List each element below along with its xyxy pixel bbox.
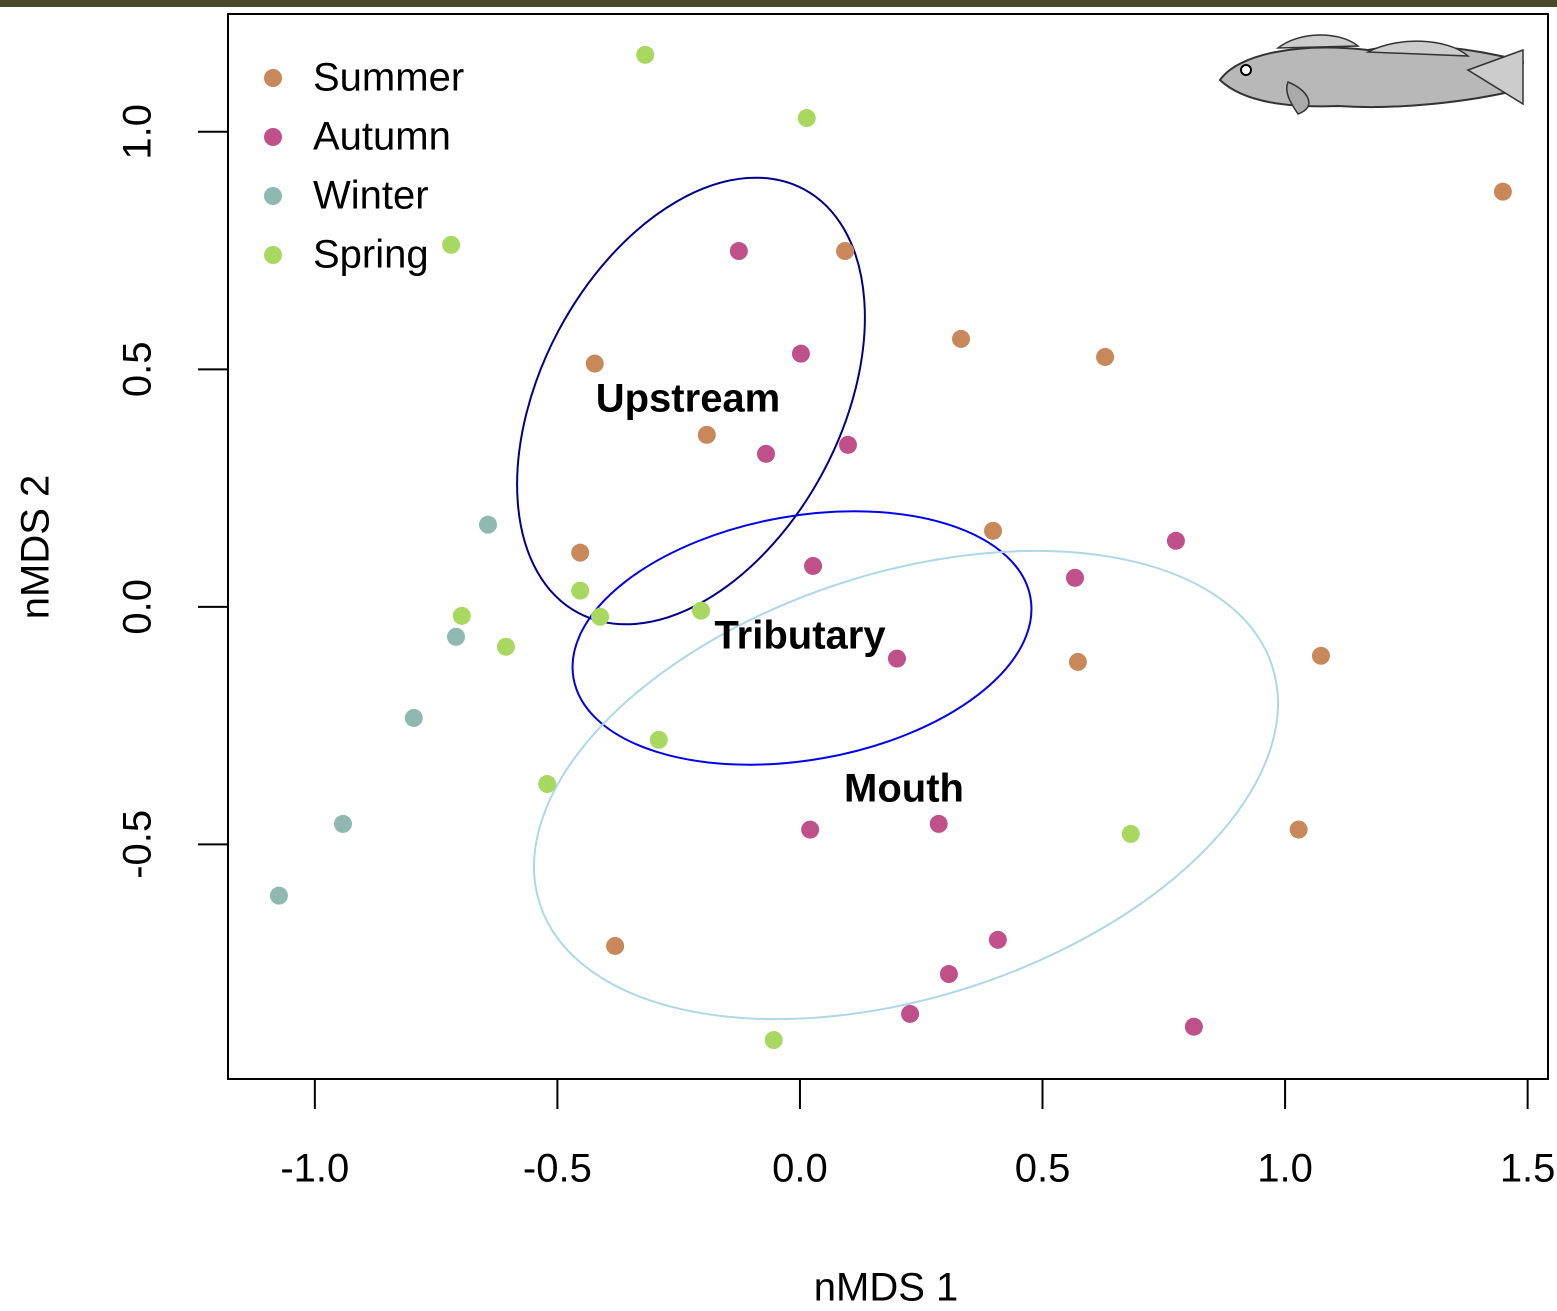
point [1066,568,1085,587]
y-axis-label: nMDS 2 [14,475,58,620]
tributary-ellipse [571,510,1033,766]
annotation: Mouth [844,767,964,811]
annotation: Tributary [714,614,886,658]
point [538,775,557,794]
point [791,344,810,363]
y-tick-label: 0.5 [116,342,160,398]
point [571,581,590,600]
y-tick-label: 0.0 [116,579,160,635]
group-ellipses [516,176,1279,1021]
point [447,627,466,646]
upstream-ellipse [516,176,866,626]
point [606,936,625,955]
fish-icon [1218,34,1525,115]
legend-marker [264,246,282,264]
x-tick-label: -0.5 [523,1147,592,1191]
y-tick-label: 1.0 [116,104,160,160]
y-tick-label: -0.5 [116,810,160,879]
point [887,649,906,668]
legend-label: Spring [313,233,429,277]
point [1121,824,1140,843]
point [929,814,948,833]
point [496,637,515,656]
point [479,515,498,534]
x-tick-label: 0.0 [772,1147,828,1191]
point [697,425,716,444]
legend-marker [264,69,282,87]
x-axis-label: nMDS 1 [814,1266,959,1310]
point [636,45,655,64]
point [838,435,857,454]
top-border [0,0,1557,7]
point [984,521,1003,540]
legend-label: Winter [313,174,429,218]
point [1096,347,1115,366]
x-tick-label: 1.5 [1500,1147,1556,1191]
point [585,354,604,373]
point [452,606,471,625]
x-tick-label: -1.0 [280,1147,349,1191]
point [333,814,352,833]
point [1166,531,1185,550]
point [729,242,748,261]
point [801,820,820,839]
point [764,1031,783,1050]
legend-marker [264,128,282,146]
point [691,601,710,620]
x-tick-label: 1.0 [1257,1147,1313,1191]
legend-label: Summer [313,56,464,100]
point [836,242,855,261]
point [1493,182,1512,201]
point [442,235,461,254]
point [756,444,775,463]
point [1289,820,1308,839]
legend-marker [264,187,282,205]
point [988,930,1007,949]
point [797,109,816,128]
annotation: Upstream [596,377,781,421]
point [901,1004,920,1023]
plot-frame [227,13,1549,1080]
point [591,607,610,626]
point [571,543,590,562]
legend-label: Autumn [313,115,451,159]
x-tick-label: 0.5 [1015,1147,1071,1191]
point [1311,646,1330,665]
point [1068,652,1087,671]
point [1184,1017,1203,1036]
point [269,886,288,905]
point [939,965,958,984]
point [952,329,971,348]
point [649,730,668,749]
point [404,708,423,727]
point [804,556,823,575]
mouth-ellipse [533,549,1279,1021]
